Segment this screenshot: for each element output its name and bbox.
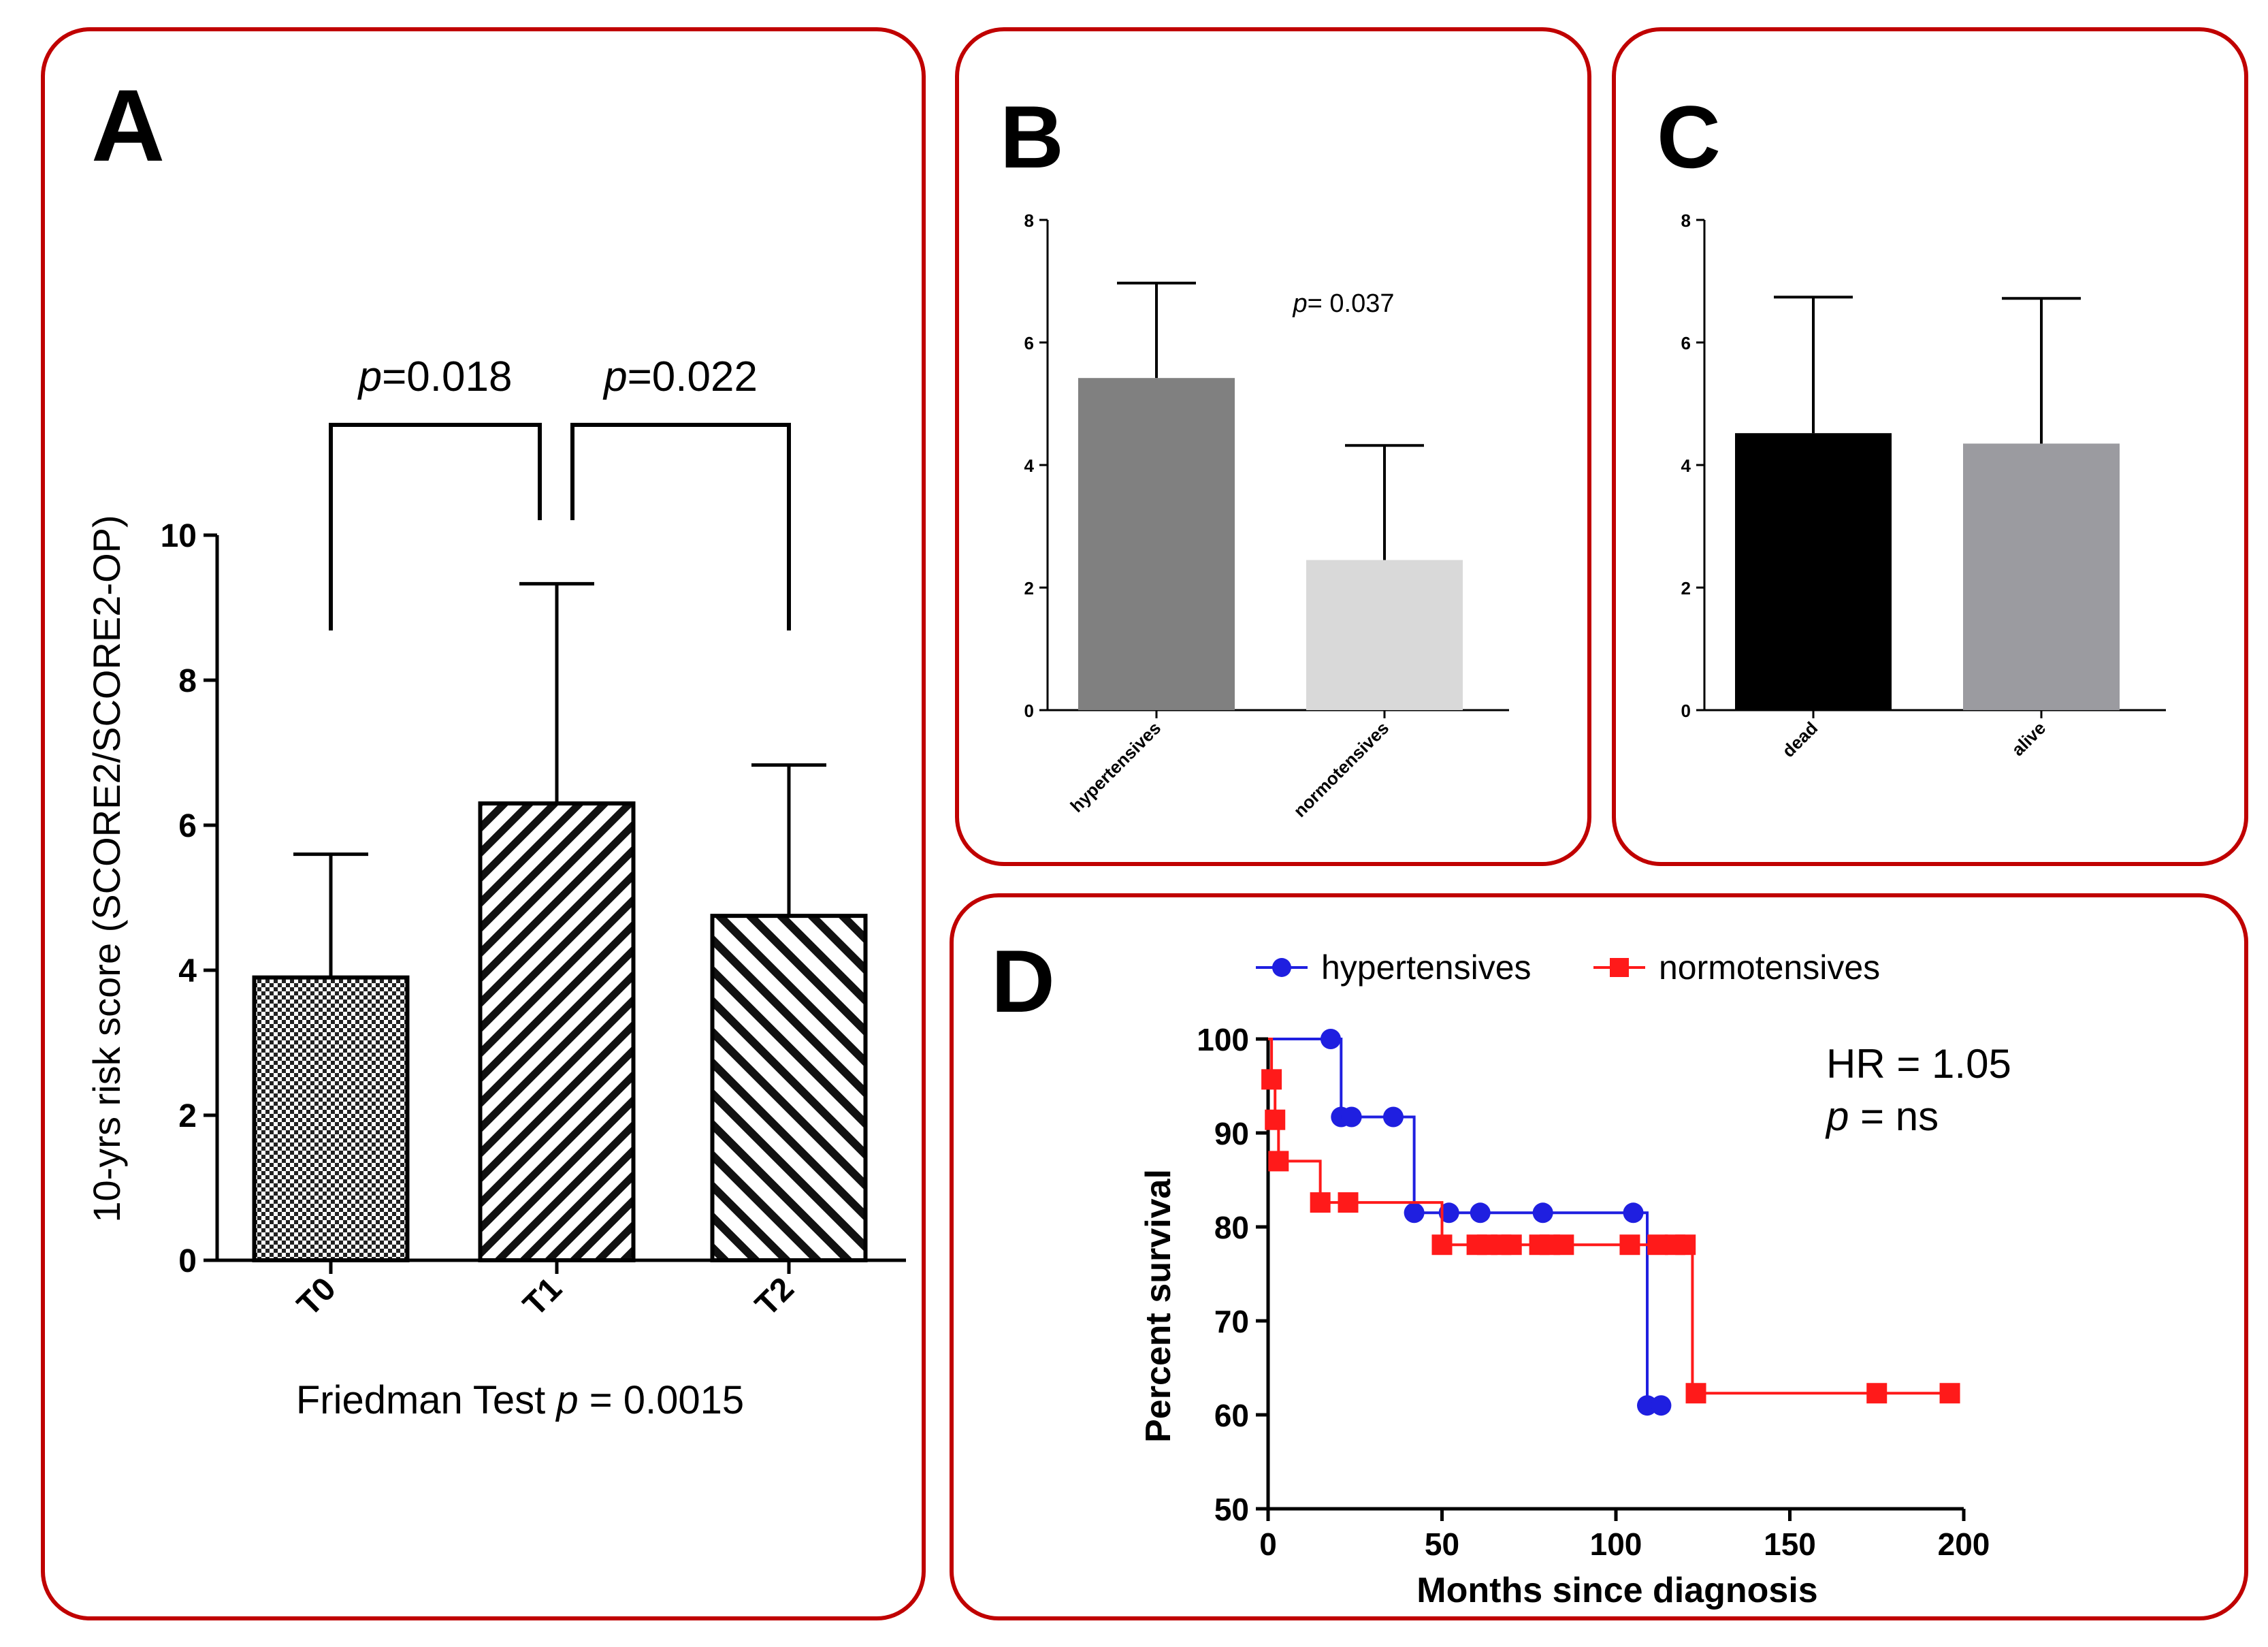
y-axis-label: Percent survival [1139, 1169, 1178, 1443]
normotensives-marker [1610, 958, 1629, 977]
hypertensives-marker [1341, 1106, 1362, 1128]
p-value-annotation: p= 0.037 [1293, 289, 1395, 318]
hypertensives-marker [1320, 1029, 1341, 1049]
chart-c: C 0 2 4 6 8 dead alive [1657, 87, 2166, 761]
normotensives-marker [1939, 1383, 1960, 1404]
x-tick-label: 200 [1938, 1526, 1990, 1562]
x-tick-label: 0 [1259, 1526, 1277, 1562]
normotensives-marker [1265, 1109, 1286, 1130]
panel-b: B 0 2 4 6 8 hypertensives normotensives p= 0.0… [955, 27, 1591, 866]
panel-d: D hypertensives normotensives 50 60 70 80 90 1… [950, 893, 2248, 1620]
y-tick-label: 50 [1214, 1492, 1249, 1527]
bar-hypertensives [1078, 378, 1235, 710]
y-tick-label: 6 [178, 808, 197, 844]
normotensives-marker [1685, 1383, 1706, 1404]
significance-bracket [329, 423, 542, 630]
x-tick-label: T0 [291, 1270, 343, 1323]
x-axis-label: Months since diagnosis [1416, 1571, 1817, 1610]
x-tick-label: normotensives [1289, 718, 1393, 821]
y-tick-label: 60 [1214, 1398, 1249, 1433]
hypertensives-marker [1651, 1395, 1672, 1416]
legend-label-normotensives: normotensives [1659, 948, 1880, 987]
x-tick-label: 50 [1425, 1526, 1459, 1562]
normotensives-marker [1338, 1192, 1359, 1213]
km-p-value-text: p = ns [1825, 1093, 1939, 1139]
hypertensives-marker [1623, 1202, 1644, 1224]
bar-T1 [478, 801, 636, 1263]
y-tick-label: 80 [1214, 1210, 1249, 1245]
y-tick-label: 4 [1024, 455, 1035, 476]
y-tick-label: 8 [178, 663, 197, 699]
normotensives-survival-line [1268, 1038, 1950, 1395]
normotensives-marker [1619, 1234, 1640, 1256]
x-tick-label: 150 [1764, 1526, 1816, 1562]
legend-label-hypertensives: hypertensives [1321, 948, 1532, 987]
y-tick-label: 70 [1214, 1304, 1249, 1339]
y-tick-label: 0 [178, 1243, 197, 1279]
y-tick-label: 6 [1024, 333, 1034, 353]
panel-b-letter: B [1000, 87, 1064, 187]
panel-c-letter: C [1657, 87, 1721, 187]
normotensives-marker [1501, 1234, 1522, 1256]
y-tick-label: 4 [1681, 455, 1691, 476]
y-tick-label: 90 [1214, 1116, 1249, 1151]
normotensives-marker [1647, 1234, 1668, 1256]
bar-T0 [252, 975, 410, 1263]
y-tick-label: 2 [1681, 578, 1691, 598]
panel-d-letter: D [991, 931, 1055, 1031]
normotensives-marker [1268, 1151, 1289, 1172]
comparison-p-value: p=0.018 [357, 353, 513, 400]
y-tick-label: 10 [161, 518, 197, 554]
y-tick-label: 8 [1024, 210, 1034, 231]
y-tick-label: 2 [1024, 578, 1034, 598]
x-tick-label: alive [2007, 718, 2050, 760]
normotensives-marker [1261, 1069, 1282, 1090]
x-tick-label: 100 [1590, 1526, 1642, 1562]
panel-c: C 0 2 4 6 8 dead alive [1612, 27, 2248, 866]
normotensives-marker [1675, 1234, 1696, 1256]
chart-a: A 10-yrs risk score (SCORE2/SCORE2-OP) 0… [85, 68, 906, 1422]
hypertensives-marker [1272, 958, 1291, 977]
y-tick-label: 8 [1681, 210, 1691, 231]
y-tick-label: 2 [178, 1098, 197, 1134]
x-tick-label: dead [1778, 718, 1821, 761]
normotensives-marker [1431, 1234, 1453, 1256]
x-tick-label: hypertensives [1066, 718, 1165, 816]
bar-normotensives [1306, 560, 1463, 710]
y-tick-label: 100 [1197, 1022, 1249, 1057]
hypertensives-survival-line [1268, 1038, 1662, 1407]
panel-a-letter: A [91, 68, 165, 182]
y-tick-label: 0 [1024, 701, 1034, 721]
normotensives-marker [1866, 1383, 1888, 1404]
hazard-ratio-text: HR = 1.05 [1826, 1041, 2011, 1087]
hypertensives-marker [1532, 1202, 1553, 1224]
hypertensives-marker [1404, 1202, 1425, 1224]
normotensives-marker [1310, 1192, 1331, 1213]
panel-a: A 10-yrs risk score (SCORE2/SCORE2-OP) 0… [41, 27, 926, 1620]
bar-dead [1735, 433, 1892, 710]
chart-d: D hypertensives normotensives 50 60 70 80 90 1… [991, 931, 2011, 1610]
bar-alive [1963, 443, 2120, 710]
x-tick-label: T1 [517, 1270, 569, 1323]
y-tick-label: 0 [1681, 701, 1691, 721]
bar-T2 [710, 914, 868, 1262]
y-axis-label: 10-yrs risk score (SCORE2/SCORE2-OP) [85, 515, 128, 1222]
hypertensives-marker [1470, 1202, 1491, 1224]
comparison-p-value: p=0.022 [602, 353, 758, 400]
y-tick-label: 6 [1681, 333, 1691, 353]
y-tick-label: 4 [178, 953, 197, 989]
chart-b: B 0 2 4 6 8 hypertensives normotensives p= 0.0… [1000, 87, 1509, 821]
hypertensives-marker [1438, 1202, 1459, 1224]
significance-bracket [570, 423, 791, 630]
normotensives-marker [1553, 1234, 1574, 1256]
x-tick-label: T2 [749, 1270, 801, 1323]
friedman-footnote: Friedman Test p = 0.0015 [296, 1378, 744, 1422]
hypertensives-marker [1382, 1106, 1404, 1128]
